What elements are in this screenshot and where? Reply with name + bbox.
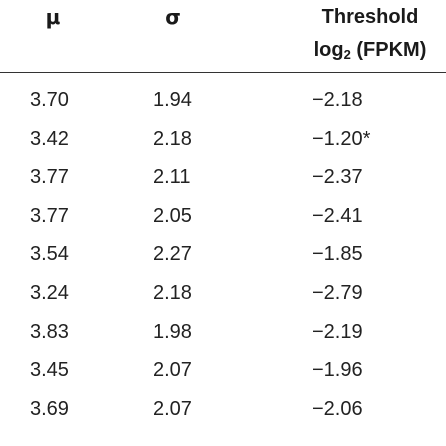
header-rule [0, 72, 446, 73]
cell-sigma: 1.94 [153, 89, 192, 111]
header-log-text: log [313, 39, 344, 61]
cell-mu: 3.45 [30, 359, 69, 382]
table-row: 3.77 2.11 −2.37 [0, 158, 446, 196]
header-mu: μ [45, 5, 61, 29]
cell-threshold: −2.37 [312, 166, 363, 189]
table-row: 3.42 2.18 −1.20* [0, 120, 446, 158]
cell-mu: 3.77 [30, 204, 69, 227]
header-unit-text: (FPKM) [350, 39, 427, 61]
cell-threshold: −1.20* [312, 127, 371, 150]
header-threshold-unit: log2 (FPKM) [262, 38, 446, 62]
cell-sigma: 2.18 [153, 282, 192, 304]
header-sigma: σ [165, 5, 181, 29]
cell-sigma: 2.18 [153, 127, 192, 150]
cell-threshold: −1.96 [312, 359, 363, 382]
cell-mu: 3.69 [30, 397, 69, 420]
table-row: 3.24 2.18 −2.79 [0, 274, 446, 312]
cell-sigma: 2.05 [153, 204, 192, 227]
cell-threshold: −2.06 [312, 397, 363, 420]
table-row: 3.83 1.98 −2.19 [0, 313, 446, 351]
cell-threshold: −1.85 [312, 243, 363, 266]
table-row: 3.45 2.07 −1.96 [0, 351, 446, 389]
header-threshold: Threshold [321, 6, 419, 28]
cell-mu: 3.77 [30, 166, 69, 189]
cell-mu: 3.54 [30, 243, 69, 266]
header-log-base: 2 [343, 47, 351, 62]
cell-sigma: 1.98 [153, 320, 192, 343]
cell-sigma: 2.11 [153, 166, 191, 189]
table-row: 3.77 2.05 −2.41 [0, 197, 446, 235]
cell-sigma: 2.07 [153, 359, 192, 382]
cell-mu: 3.83 [30, 320, 69, 343]
table-row: 3.69 2.07 −2.06 [0, 390, 446, 428]
cell-mu: 3.42 [30, 127, 69, 150]
cell-threshold: −2.41 [312, 204, 363, 227]
cell-mu: 3.24 [30, 282, 69, 304]
cell-threshold: −2.18 [312, 89, 363, 111]
table-row: 3.70 1.94 −2.18 [0, 81, 446, 119]
cell-sigma: 2.07 [153, 397, 192, 420]
cell-mu: 3.70 [30, 89, 69, 111]
cell-threshold: −2.19 [312, 320, 363, 343]
cell-sigma: 2.27 [153, 243, 192, 266]
cell-threshold: −2.79 [312, 282, 363, 304]
table-row: 3.54 2.27 −1.85 [0, 235, 446, 273]
